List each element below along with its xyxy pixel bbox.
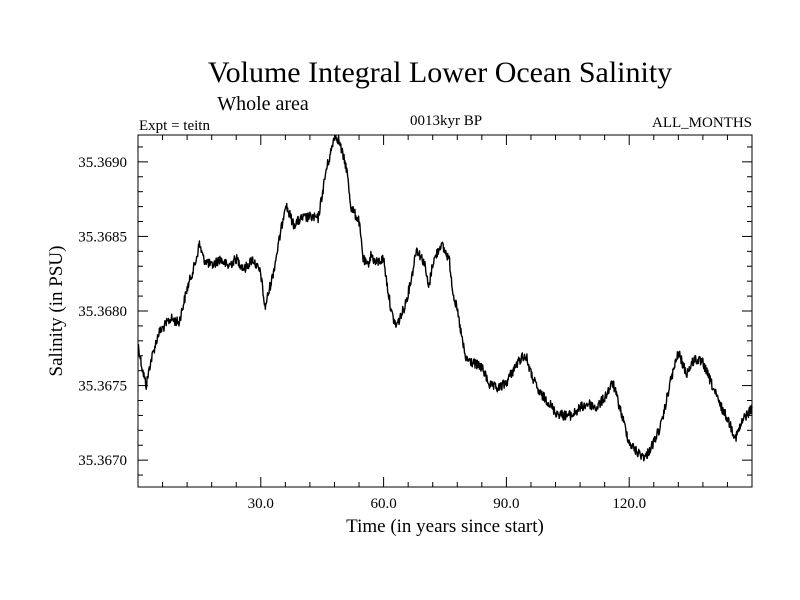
annotation-months: ALL_MONTHS (652, 115, 752, 131)
plot-area: 30.0 60.0 90.0 120.0 35.3670 35.3675 35.3680 35… (78, 134, 753, 512)
y-axis-label: Salinity (in PSU) (46, 246, 67, 377)
y-tick-label: 35.3690 (78, 155, 127, 171)
x-tick-label: 30.0 (248, 496, 274, 512)
chart-title: Volume Integral Lower Ocean Salinity (208, 56, 672, 89)
annotation-age: 0013kyr BP (410, 113, 482, 129)
annotation-expt: Expt = teitn (139, 118, 210, 134)
y-tick-label: 35.3680 (78, 304, 127, 320)
y-tick-label: 35.3675 (78, 379, 127, 395)
x-tick-label: 120.0 (612, 496, 646, 512)
chart-subtitle: Whole area (217, 93, 309, 115)
x-tick-label: 90.0 (493, 496, 519, 512)
y-tick-label: 35.3685 (78, 229, 127, 245)
y-tick-label: 35.3670 (78, 453, 127, 469)
x-axis-label: Time (in years since start) (346, 516, 544, 537)
plot-frame (137, 134, 753, 488)
series-line-salinity (137, 135, 753, 462)
x-tick-label: 60.0 (370, 496, 396, 512)
